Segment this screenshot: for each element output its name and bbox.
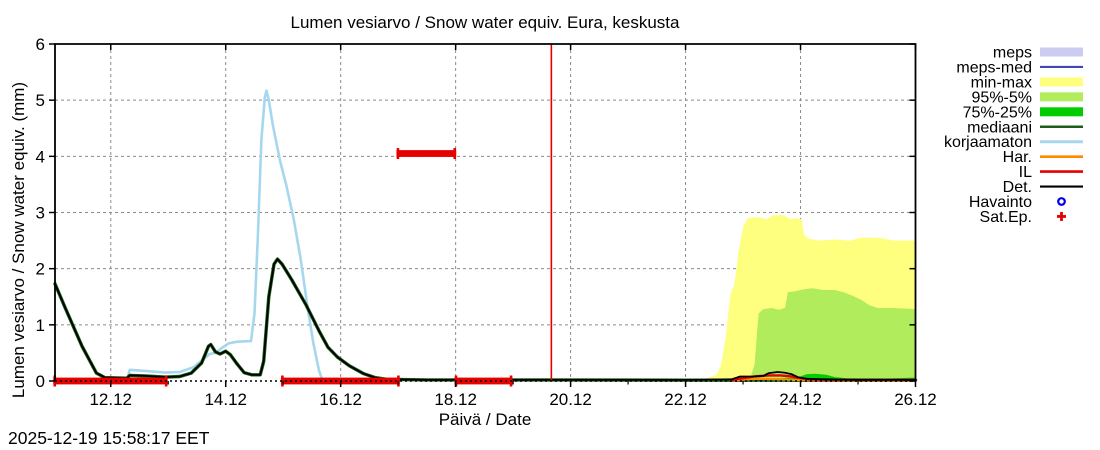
legend-label: Det. xyxy=(1003,179,1032,196)
x-tick-label: 18.12 xyxy=(434,390,477,409)
timestamp: 2025-12-19 15:58:17 EET xyxy=(8,428,210,448)
y-tick-label: 1 xyxy=(36,316,45,335)
legend-item-75-25: 75%-25% xyxy=(963,104,1083,121)
legend-label: 75%-25% xyxy=(963,104,1032,121)
y-tick-label: 5 xyxy=(36,91,45,110)
probability-bands xyxy=(688,215,916,381)
legend-label: Sat.Ep. xyxy=(980,209,1032,226)
legend-label: meps-med xyxy=(956,59,1032,76)
havainto-marker-icon xyxy=(1057,197,1066,206)
legend-label: min-max xyxy=(971,74,1032,91)
series-korjaamaton-line xyxy=(125,89,324,382)
x-tick-label: 22.12 xyxy=(664,390,707,409)
chart-title: Lumen vesiarvo / Snow water equiv. Eura,… xyxy=(291,13,681,32)
y-tick-label: 4 xyxy=(36,147,45,166)
legend-band-swatch xyxy=(1040,77,1083,87)
legend-item-min-max: min-max xyxy=(971,74,1083,91)
x-tick-label: 12.12 xyxy=(89,390,132,409)
y-axis-label: Lumen vesiarvo / Snow water equiv. (mm) xyxy=(9,82,28,398)
legend-label: 95%-5% xyxy=(972,89,1032,106)
satep-bar xyxy=(454,377,513,385)
x-axis-label: Päivä / Date xyxy=(439,410,532,429)
y-tick-label: 0 xyxy=(36,372,45,391)
legend-label: korjaamaton xyxy=(944,134,1032,151)
legend-item-havainto: Havainto xyxy=(969,194,1066,211)
series-lines xyxy=(53,89,918,382)
legend-item-95-5: 95%-5% xyxy=(972,89,1083,106)
satep-bar xyxy=(396,150,457,157)
x-tick-label: 26.12 xyxy=(894,390,937,409)
legend-item-det: Det. xyxy=(1003,179,1083,196)
legend-band-swatch xyxy=(1040,47,1083,57)
legend-item-meps: meps xyxy=(993,45,1083,62)
y-tick-label: 3 xyxy=(36,204,45,223)
legend-item-korjaamaton: korjaamaton xyxy=(944,134,1083,151)
satep-plus-end xyxy=(281,375,284,387)
gridlines xyxy=(55,44,916,381)
satep-plus-end xyxy=(396,148,400,160)
series-det-line xyxy=(54,258,917,381)
legend-band-swatch xyxy=(1040,107,1083,117)
legend-item-mediaani: mediaani xyxy=(967,119,1083,136)
tick-labels: 12.12 14.12 16.12 18.12 20.12 22.12 24.12 26.12… xyxy=(36,35,937,409)
legend-item-har: Har. xyxy=(1003,149,1083,166)
legend-label: mediaani xyxy=(967,119,1032,136)
x-tick-label: 20.12 xyxy=(549,390,592,409)
legend-label: meps xyxy=(993,45,1032,62)
legend: mepsmeps-medmin-max95%-5%75%-25%mediaani… xyxy=(944,45,1083,226)
legend-item-sat-ep: Sat.Ep. xyxy=(980,209,1066,226)
legend-band-swatch xyxy=(1040,92,1083,102)
axes-and-border xyxy=(49,43,917,387)
x-tick-label: 14.12 xyxy=(204,390,247,409)
band-95-5 xyxy=(750,288,916,381)
y-tick-label: 6 xyxy=(36,35,45,54)
legend-label: Havainto xyxy=(969,194,1032,211)
satep-plus-end xyxy=(453,148,457,160)
legend-label: IL xyxy=(1019,164,1032,181)
legend-label: Har. xyxy=(1003,149,1032,166)
x-tick-label: 16.12 xyxy=(319,390,362,409)
legend-item-il: IL xyxy=(1019,164,1083,181)
y-tick-label: 2 xyxy=(36,260,45,279)
x-tick-label: 24.12 xyxy=(779,390,822,409)
legend-item-meps-med: meps-med xyxy=(956,59,1083,76)
